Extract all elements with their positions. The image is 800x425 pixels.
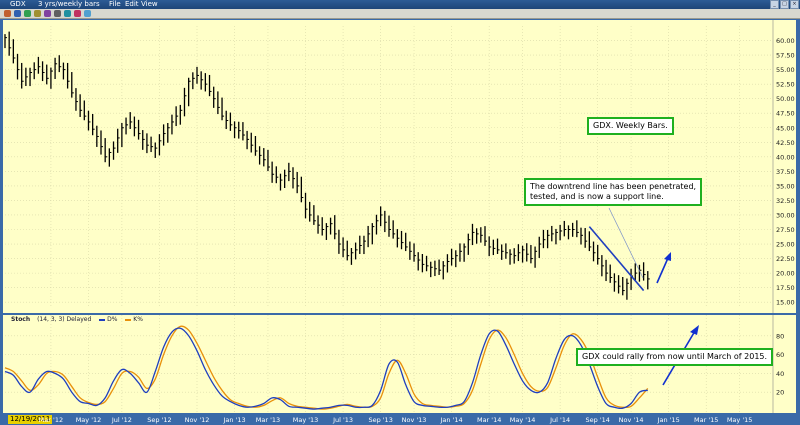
x-tick-label: Nov '14: [619, 416, 644, 424]
d-legend-swatch: [99, 318, 106, 321]
draw-icon[interactable]: [74, 10, 81, 17]
price-chart[interactable]: 15.00 17.50 20.00 22.50 25.00 27.50 30.00 32.50…: [3, 20, 796, 313]
menu-view[interactable]: View: [141, 0, 158, 8]
stoch-chart[interactable]: 20 40 60 80: [3, 315, 796, 413]
x-tick-label: May '15: [727, 416, 753, 424]
rally-arrow-shaft: [656, 257, 669, 284]
x-tick-label: Nov '12: [185, 416, 210, 424]
price-y-tick-label: 37.50: [776, 168, 795, 176]
stoch-y-tick-label: 40: [776, 370, 784, 378]
price-y-tick-label: 27.50: [776, 226, 795, 234]
x-tick-label: Jul '13: [332, 416, 353, 424]
price-y-tick-label: 55.00: [776, 66, 795, 74]
price-y-tick-label: 20.00: [776, 270, 795, 278]
stoch-legend[interactable]: Stoch (14, 3, 3) Delayed D% K%: [11, 316, 143, 323]
window-titlebar: GDX 3 yrs/weekly bars File Edit View _ □…: [0, 0, 800, 9]
price-panel: 15.00 17.50 20.00 22.50 25.00 27.50 30.00 32.50…: [3, 20, 796, 313]
price-y-tick-label: 15.00: [776, 299, 795, 307]
chart-toolbar: [0, 9, 800, 19]
price-y-tick-label: 35.00: [776, 182, 795, 190]
x-tick-label: Mar '15: [694, 416, 718, 424]
stoch-rally-arrow-head: [690, 325, 699, 335]
x-tick-label: Jul '14: [549, 416, 570, 424]
refresh-icon[interactable]: [84, 10, 91, 17]
trendline-tool-icon[interactable]: [14, 10, 21, 17]
x-tick-label: Jul '12: [111, 416, 132, 424]
x-tick-label: May '13: [293, 416, 319, 424]
stoch-d-line: [4, 327, 648, 410]
stoch-title: Stoch: [11, 316, 31, 323]
downtrend-line: [588, 226, 645, 292]
x-tick-label: May '14: [510, 416, 536, 424]
x-tick-label: May '12: [76, 416, 102, 424]
stoch-y-tick-label: 80: [776, 332, 784, 340]
x-tick-label: Jan '13: [222, 416, 245, 424]
price-y-tick-label: 52.50: [776, 81, 795, 89]
price-y-tick-label: 32.50: [776, 197, 795, 205]
price-y-tick-label: 47.50: [776, 110, 795, 118]
stoch-y-tick-label: 20: [776, 389, 784, 397]
maximize-icon[interactable]: □: [780, 0, 789, 9]
zoom-icon[interactable]: [34, 10, 41, 17]
x-tick-label: Mar '14: [477, 416, 501, 424]
symbol-selector[interactable]: GDX: [10, 0, 26, 8]
x-tick-label: Mar '13: [256, 416, 280, 424]
print-icon[interactable]: [64, 10, 71, 17]
indicator-icon[interactable]: [44, 10, 51, 17]
crosshair-icon[interactable]: [4, 10, 11, 17]
x-tick-label: Sep '13: [368, 416, 392, 424]
k-legend-label: K%: [133, 316, 143, 323]
x-tick-label: Sep '14: [586, 416, 610, 424]
stoch-params: (14, 3, 3) Delayed: [37, 316, 92, 323]
annotation-pointer: [608, 207, 644, 279]
price-y-tick-label: 57.50: [776, 52, 795, 60]
x-tick-label: Jan '14: [440, 416, 463, 424]
stoch-k-line: [4, 325, 649, 410]
x-tick-label: Jan '15: [657, 416, 680, 424]
close-icon[interactable]: ×: [790, 0, 799, 9]
price-y-tick-label: 25.00: [776, 241, 795, 249]
x-tick-label: Nov '13: [402, 416, 427, 424]
price-y-tick-label: 42.50: [776, 139, 795, 147]
price-y-tick-label: 50.00: [776, 95, 795, 103]
annotation-rally: GDX could rally from now until March of …: [576, 348, 774, 366]
k-legend-swatch: [125, 318, 132, 321]
stoch-y-tick-label: 60: [776, 351, 784, 359]
price-y-tick-label: 40.00: [776, 153, 795, 161]
text-tool-icon[interactable]: [24, 10, 31, 17]
minimize-icon[interactable]: _: [770, 0, 779, 9]
x-axis: Mar '12 May '12 Jul '12 Sep '12 Nov '12 Jan '…: [39, 416, 753, 424]
stoch-panel: 20 40 60 80 Stoch (14, 3, 3) Delayed D% K%: [3, 315, 796, 413]
price-y-tick-label: 60.00: [776, 37, 795, 45]
price-y-tick-label: 22.50: [776, 255, 795, 263]
d-legend-label: D%: [107, 316, 118, 323]
price-y-tick-label: 45.00: [776, 124, 795, 132]
price-y-tick-label: 17.50: [776, 284, 795, 292]
settings-icon[interactable]: [54, 10, 61, 17]
menu-edit[interactable]: Edit: [125, 0, 139, 8]
annotation-support-line: The downtrend line has been penetrated, …: [524, 178, 703, 206]
annotation-weekly-bars: GDX. Weekly Bars.: [587, 117, 674, 135]
menu-file[interactable]: File: [109, 0, 121, 8]
timeframe-selector[interactable]: 3 yrs/weekly bars: [38, 0, 100, 8]
price-y-tick-label: 30.00: [776, 211, 795, 219]
start-date-label: 12/19/2011: [8, 415, 53, 424]
x-tick-label: Mar '12: [39, 416, 63, 424]
x-tick-label: Sep '12: [147, 416, 171, 424]
rally-arrow-head: [664, 252, 671, 261]
